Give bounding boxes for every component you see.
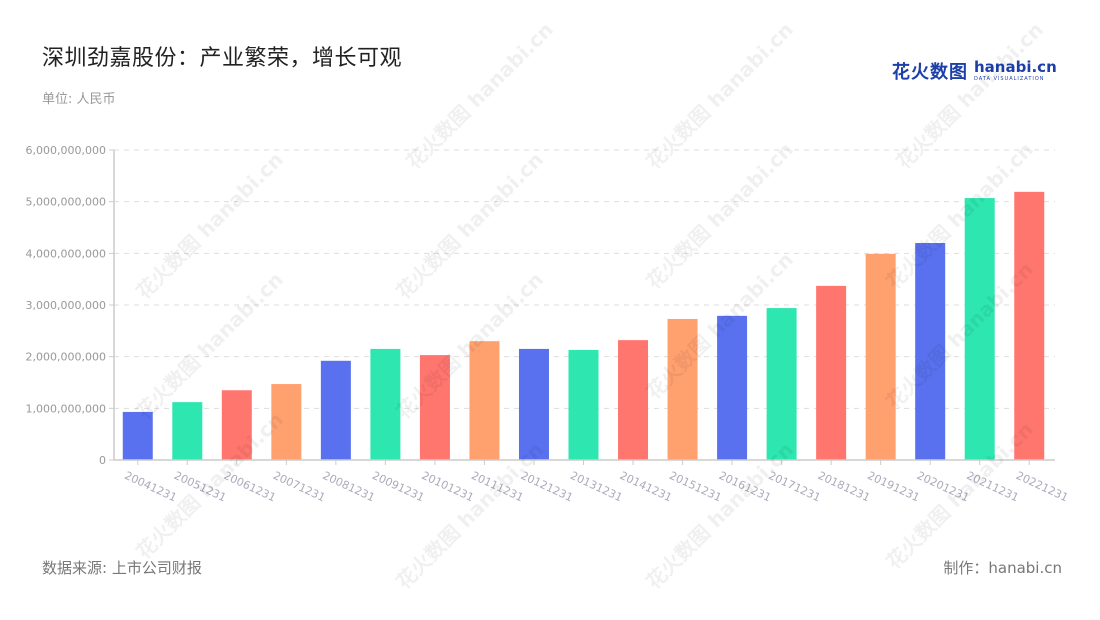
brand-logo: 花火数图 hanabi.cn DATA VISUALIZATION (892, 58, 1057, 84)
x-tick-label: 20131231 (568, 469, 624, 504)
bar-20041231[interactable] (122, 411, 153, 460)
y-tick-label: 6,000,000,000 (26, 144, 106, 157)
logo-en-text: hanabi.cn (974, 58, 1057, 76)
x-tick-label: 20091231 (370, 469, 426, 504)
unit-label: 单位: 人民币 (42, 92, 116, 107)
bar-20071231[interactable] (271, 384, 302, 460)
chart-title: 深圳劲嘉股份：产业繁荣，增长可观 (42, 46, 403, 71)
logo-en-block: hanabi.cn DATA VISUALIZATION (974, 60, 1057, 82)
bar-20051231[interactable] (172, 402, 203, 460)
x-tick-label: 20041231 (122, 469, 178, 504)
x-tick-label: 20061231 (222, 469, 278, 504)
bar-20211231[interactable] (964, 198, 995, 461)
y-tick-label: 4,000,000,000 (26, 247, 106, 260)
bar-20131231[interactable] (568, 349, 599, 460)
x-tick-label: 20211231 (964, 469, 1020, 504)
x-tick-label: 20221231 (1014, 469, 1070, 504)
x-tick-label: 20201231 (915, 469, 971, 504)
x-tick-label: 20171231 (766, 469, 822, 504)
bar-series (122, 191, 1045, 461)
x-tick-label: 20081231 (321, 469, 377, 504)
bar-20121231[interactable] (518, 348, 549, 460)
y-tick-label: 2,000,000,000 (26, 351, 106, 364)
bar-20171231[interactable] (766, 308, 797, 460)
bar-20161231[interactable] (717, 315, 748, 460)
bar-20201231[interactable] (915, 243, 946, 460)
y-tick-label: 5,000,000,000 (26, 196, 106, 209)
bar-20181231[interactable] (816, 285, 847, 460)
y-tick-label: 3,000,000,000 (26, 299, 106, 312)
bar-20151231[interactable] (667, 318, 698, 460)
bar-20141231[interactable] (618, 340, 649, 460)
y-axis: 0 1,000,000,000 2,000,000,000 3,000,000,000… (26, 144, 115, 467)
x-tick-label: 20151231 (667, 469, 723, 504)
bar-20111231[interactable] (469, 341, 500, 460)
bar-20191231[interactable] (865, 253, 896, 460)
y-tick-label: 1,000,000,000 (26, 402, 106, 415)
bar-20061231[interactable] (221, 390, 252, 460)
logo-tagline: DATA VISUALIZATION (974, 76, 1045, 82)
x-tick-label: 20161231 (717, 469, 773, 504)
x-tick-label: 20121231 (519, 469, 575, 504)
logo-cn-text: 花火数图 (892, 62, 968, 83)
x-tick-label: 20191231 (865, 469, 921, 504)
x-tick-label: 20111231 (469, 469, 525, 504)
data-source: 数据来源: 上市公司财报 (42, 559, 202, 577)
x-tick-label: 20181231 (816, 469, 872, 504)
bar-chart: 0 1,000,000,000 2,000,000,000 3,000,000,000… (26, 144, 1071, 504)
bar-20081231[interactable] (320, 360, 351, 460)
x-tick-label: 20101231 (420, 469, 476, 504)
y-tick-label: 0 (99, 454, 106, 467)
bar-20091231[interactable] (370, 348, 401, 460)
x-axis: 2004123120051231200612312007123120081231… (114, 459, 1070, 504)
bar-20101231[interactable] (419, 355, 450, 460)
credit: 制作：hanabi.cn (943, 559, 1062, 577)
x-tick-label: 20141231 (618, 469, 674, 504)
x-tick-label: 20051231 (172, 469, 228, 504)
x-tick-label: 20071231 (271, 469, 327, 504)
bar-20221231[interactable] (1014, 191, 1045, 460)
